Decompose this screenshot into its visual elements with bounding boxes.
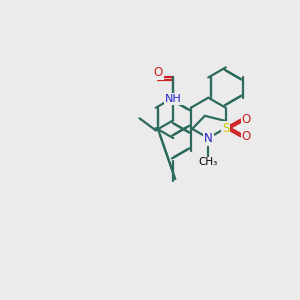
Text: O: O bbox=[154, 66, 163, 79]
Text: NH: NH bbox=[165, 94, 182, 104]
Text: O: O bbox=[242, 113, 251, 126]
Text: S: S bbox=[222, 122, 230, 134]
Text: N: N bbox=[204, 132, 213, 145]
Text: CH₃: CH₃ bbox=[199, 158, 218, 167]
Text: O: O bbox=[242, 130, 251, 143]
